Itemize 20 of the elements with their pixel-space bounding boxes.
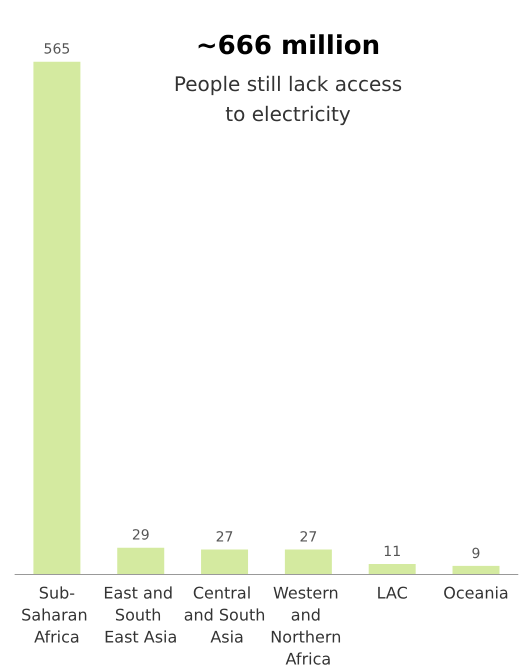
- bar: [284, 550, 332, 574]
- bar: [452, 566, 500, 574]
- text: People still lack access to electricity: [174, 72, 402, 126]
- x-tick-label: East and South East Asia: [103, 584, 178, 646]
- x-tick-label: Western and Northern Africa: [270, 584, 346, 668]
- x-tick-label: Central and South Asia: [184, 584, 266, 646]
- data-label: 29: [132, 528, 150, 544]
- bar: [33, 62, 80, 574]
- x-tick-label: Oceania: [443, 584, 509, 602]
- bar: [368, 564, 416, 574]
- data-label: 27: [216, 530, 234, 546]
- data-label: 11: [383, 544, 402, 560]
- x-tick-label: LAC: [376, 584, 408, 602]
- data-label: 9: [472, 546, 480, 562]
- x-tick-label: Sub-Saharan Africa: [21, 584, 93, 646]
- data-label: 565: [44, 42, 70, 58]
- chart-title: ~666 million: [196, 31, 380, 61]
- bar: [201, 550, 248, 574]
- data-label: 27: [299, 530, 318, 546]
- bar: [117, 548, 164, 574]
